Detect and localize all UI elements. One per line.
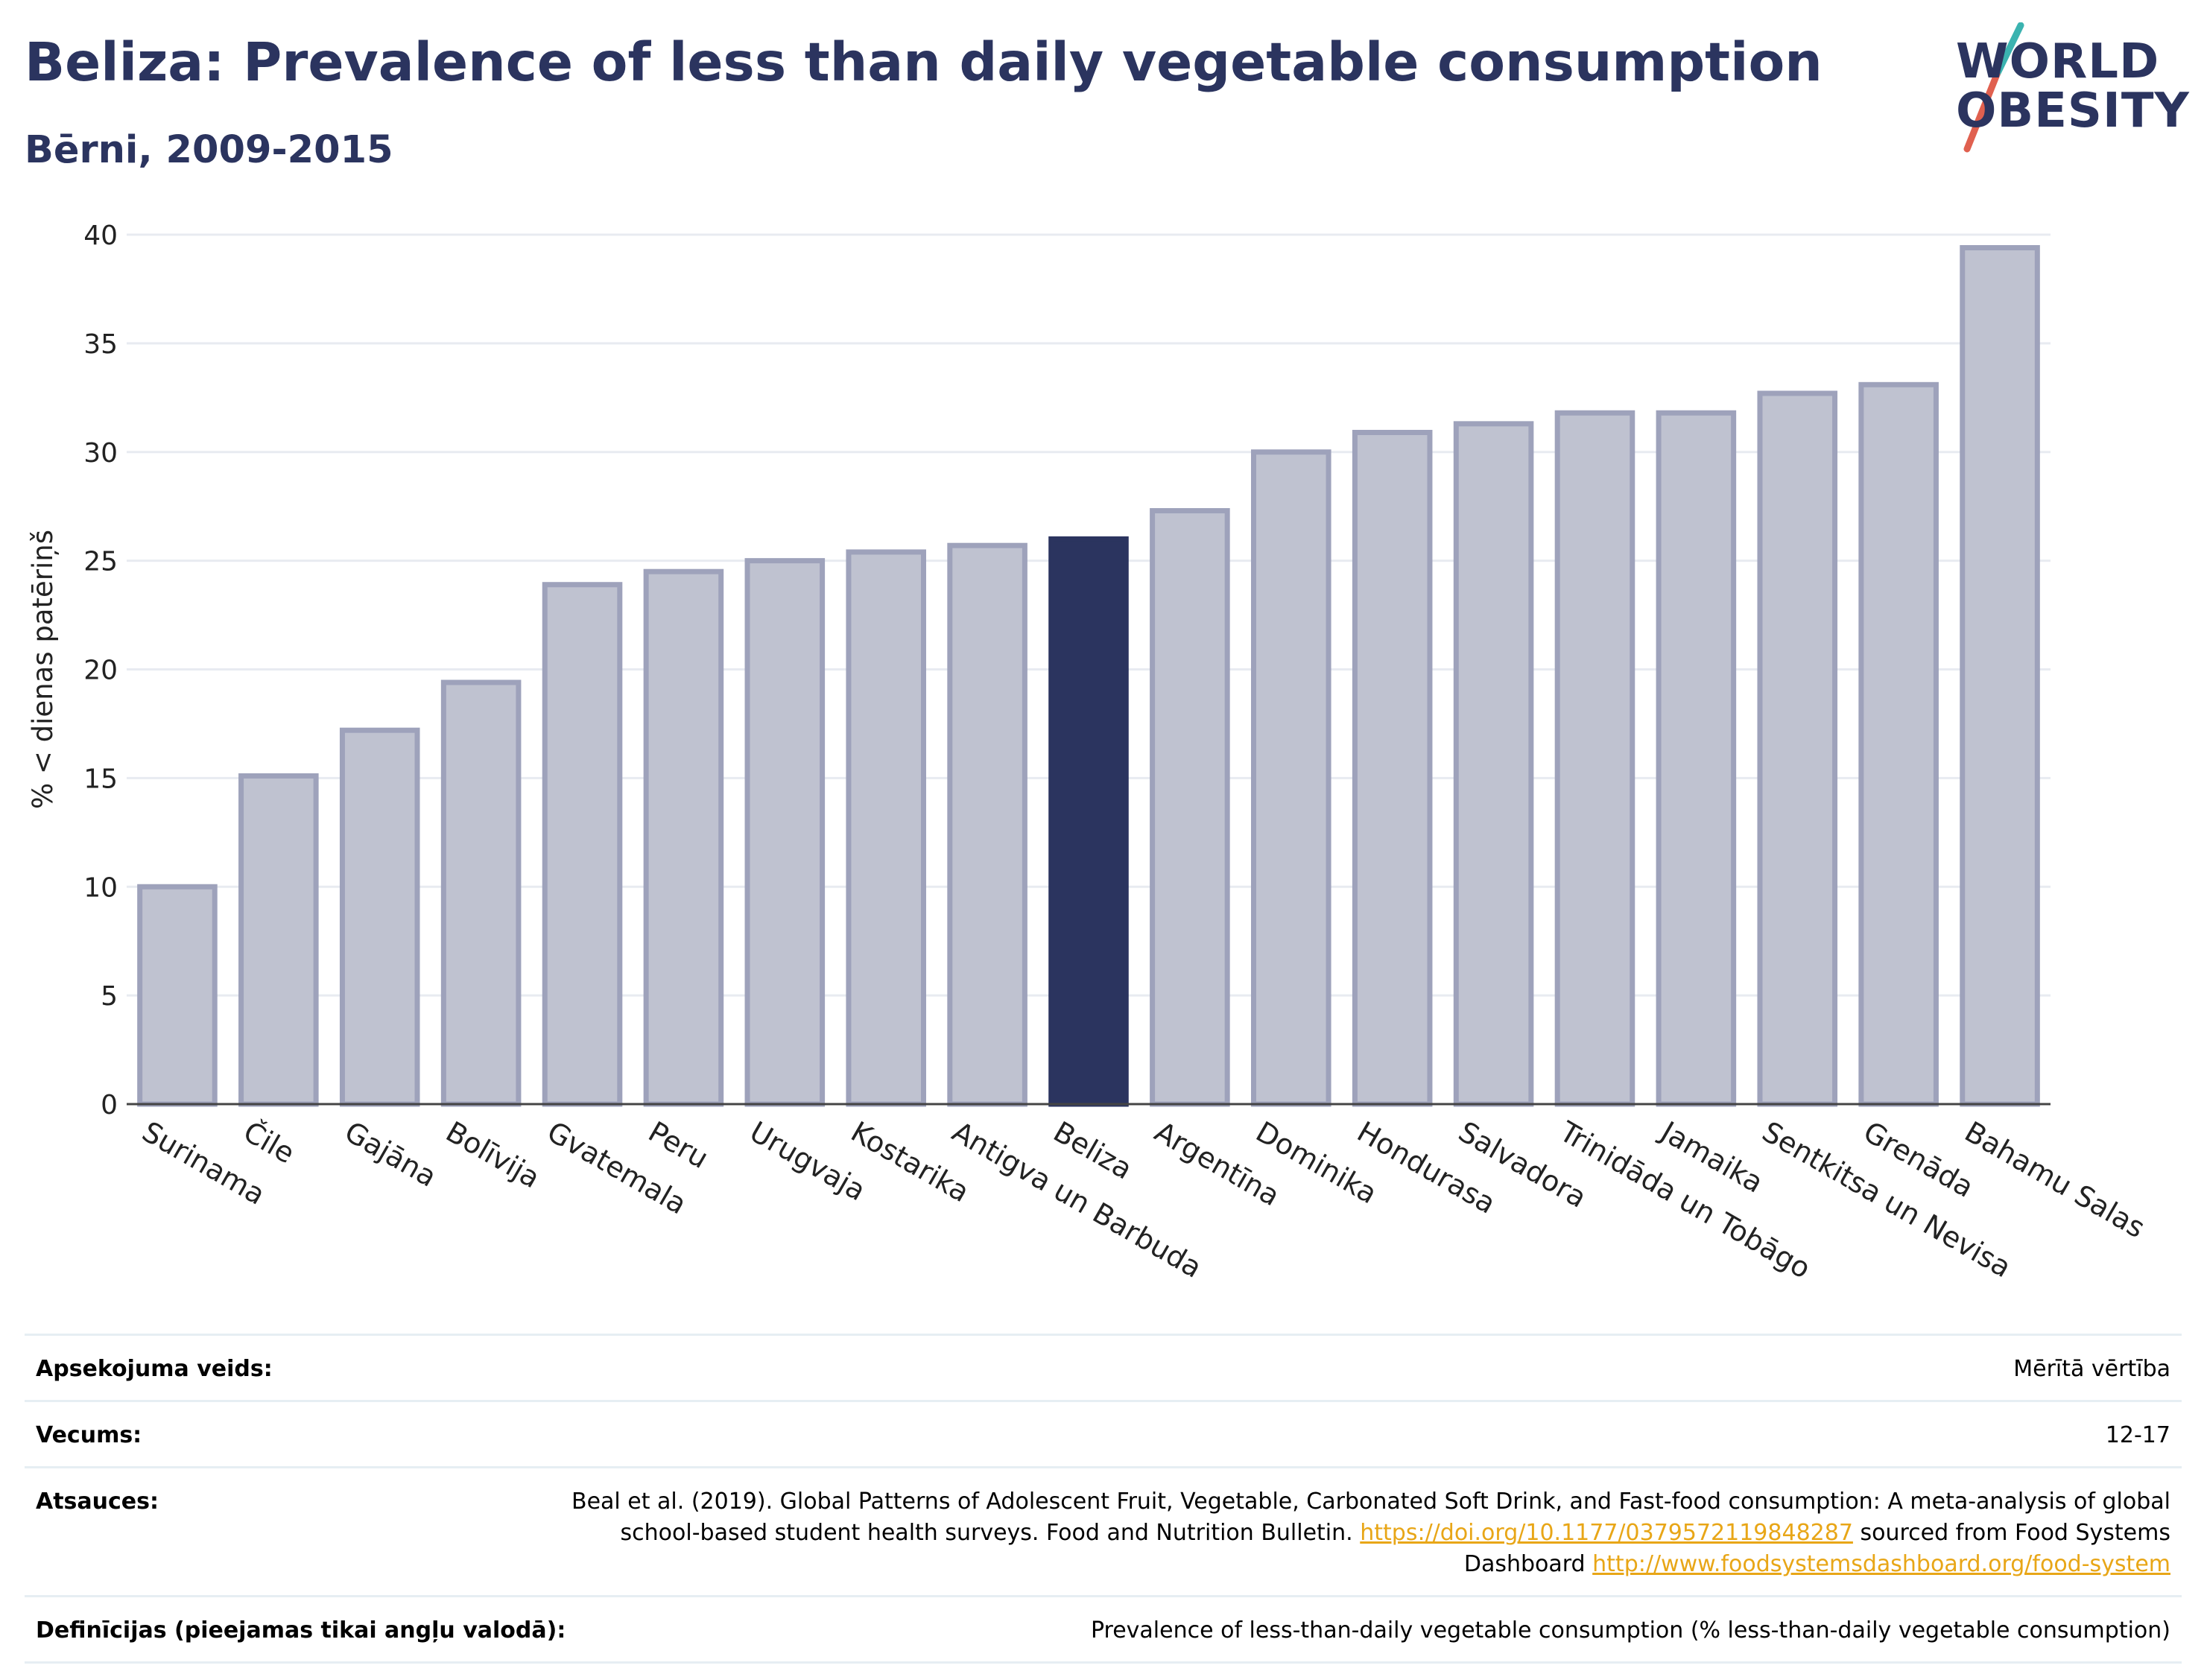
y-axis-ticks: 0 5 10 15 20 25 30 35 40 <box>83 221 118 1120</box>
bar <box>744 558 826 1107</box>
bar <box>1352 429 1433 1107</box>
y-tick-label: 20 <box>83 656 118 686</box>
bar <box>947 542 1027 1107</box>
references-value: Beal et al. (2019). Global Patterns of A… <box>546 1486 2170 1580</box>
meta-row-age: Vecums: 12-17 <box>25 1400 2182 1466</box>
survey-type-value: Mērītā vērtība <box>2013 1356 2170 1382</box>
y-tick-label: 5 <box>101 981 118 1012</box>
x-tick-label: Gajāna <box>339 1115 442 1194</box>
x-tick-label: Bahamu Salas <box>1960 1115 2151 1245</box>
references-source-text: sourced from Food Systems Dashboard <box>1463 1520 2170 1577</box>
food-systems-link[interactable]: http://www.foodsystemsdashboard.org/food… <box>1592 1551 2170 1577</box>
bar <box>137 884 218 1107</box>
bar-highlighted <box>1048 536 1129 1107</box>
survey-type-label: Apsekojuma veids: <box>36 1356 273 1382</box>
bar <box>1150 508 1230 1107</box>
chart-subtitle: Bērni, 2009-2015 <box>25 128 393 172</box>
y-tick-label: 40 <box>83 221 118 251</box>
bar <box>1960 245 2040 1107</box>
x-tick-label: Peru <box>643 1115 714 1175</box>
bar <box>1251 449 1331 1107</box>
bar <box>1453 421 1534 1107</box>
bar <box>1858 381 1939 1107</box>
x-tick-label: Bolīvija <box>440 1115 545 1195</box>
bar <box>542 582 623 1107</box>
x-tick-label: Čile <box>238 1115 300 1170</box>
y-axis-label: % < dienas patēriņš <box>27 530 59 809</box>
y-tick-label: 15 <box>83 764 118 794</box>
y-tick-label: 25 <box>83 547 118 577</box>
logo-slash-icon <box>1963 22 2024 153</box>
bar <box>1757 390 1838 1107</box>
definitions-value: Prevalence of less-than-daily vegetable … <box>1090 1617 2170 1643</box>
y-tick-label: 30 <box>83 438 118 469</box>
y-tick-label: 0 <box>101 1090 118 1120</box>
age-label: Vecums: <box>36 1422 142 1448</box>
bar <box>643 568 724 1107</box>
bars <box>137 245 2040 1107</box>
logo-line-2: OBESITY <box>1956 83 2190 139</box>
doi-link[interactable]: https://doi.org/10.1177/0379572119848287 <box>1360 1520 1853 1546</box>
bar <box>339 727 420 1107</box>
bar <box>440 679 522 1107</box>
logo-line-1: WORLD <box>1956 34 2160 89</box>
bar <box>238 773 319 1107</box>
meta-row-definitions: Definīcijas (pieejamas tikai angļu valod… <box>25 1595 2182 1664</box>
age-value: 12-17 <box>2105 1422 2170 1448</box>
definitions-label: Definīcijas (pieejamas tikai angļu valod… <box>36 1617 566 1643</box>
chart-title: Beliza: Prevalence of less than daily ve… <box>25 31 1823 93</box>
bar <box>846 549 926 1107</box>
y-tick-label: 35 <box>83 329 118 360</box>
meta-row-references: Atsauces: Beal et al. (2019). Global Pat… <box>25 1466 2182 1595</box>
bar <box>1554 410 1635 1107</box>
bar <box>1656 410 1737 1107</box>
x-tick-label: Urugvaja <box>744 1115 871 1208</box>
meta-row-survey: Apsekojuma veids: Mērītā vērtība <box>25 1334 2182 1400</box>
references-label: Atsauces: <box>36 1489 159 1515</box>
references-text: Beal et al. (2019). Global Patterns of A… <box>571 1489 2170 1546</box>
metadata-table: Apsekojuma veids: Mērītā vērtība Vecums:… <box>25 1334 2182 1664</box>
y-tick-label: 10 <box>83 872 118 903</box>
